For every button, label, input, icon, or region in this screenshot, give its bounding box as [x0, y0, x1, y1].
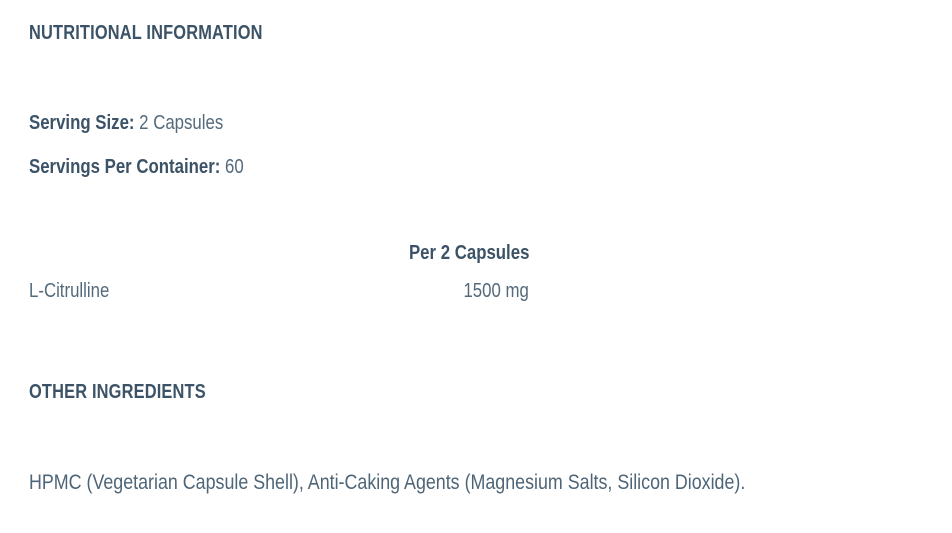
table-row: L-Citrulline 1500 mg: [29, 280, 529, 303]
serving-size-line: Serving Size: 2 Capsules: [29, 112, 223, 135]
table-header-row: Per 2 Capsules: [29, 242, 529, 265]
nutrient-amount: 1500 mg: [463, 280, 529, 302]
serving-size-label: Serving Size:: [29, 112, 135, 134]
servings-per-container-value: 60: [225, 156, 244, 178]
other-ingredients-text: HPMC (Vegetarian Capsule Shell), Anti-Ca…: [29, 471, 746, 494]
servings-per-container-label: Servings Per Container:: [29, 156, 221, 178]
servings-per-container-line: Servings Per Container: 60: [29, 156, 244, 179]
nutritional-information-heading: NUTRITIONAL INFORMATION: [29, 22, 263, 44]
other-ingredients-heading: OTHER INGREDIENTS: [29, 381, 206, 403]
nutrient-name: L-Citrulline: [29, 280, 110, 302]
serving-size-value: 2 Capsules: [139, 112, 224, 134]
nutrient-amount-header: Per 2 Capsules: [408, 242, 529, 264]
nutrient-table: Per 2 Capsules L-Citrulline 1500 mg: [29, 242, 529, 303]
